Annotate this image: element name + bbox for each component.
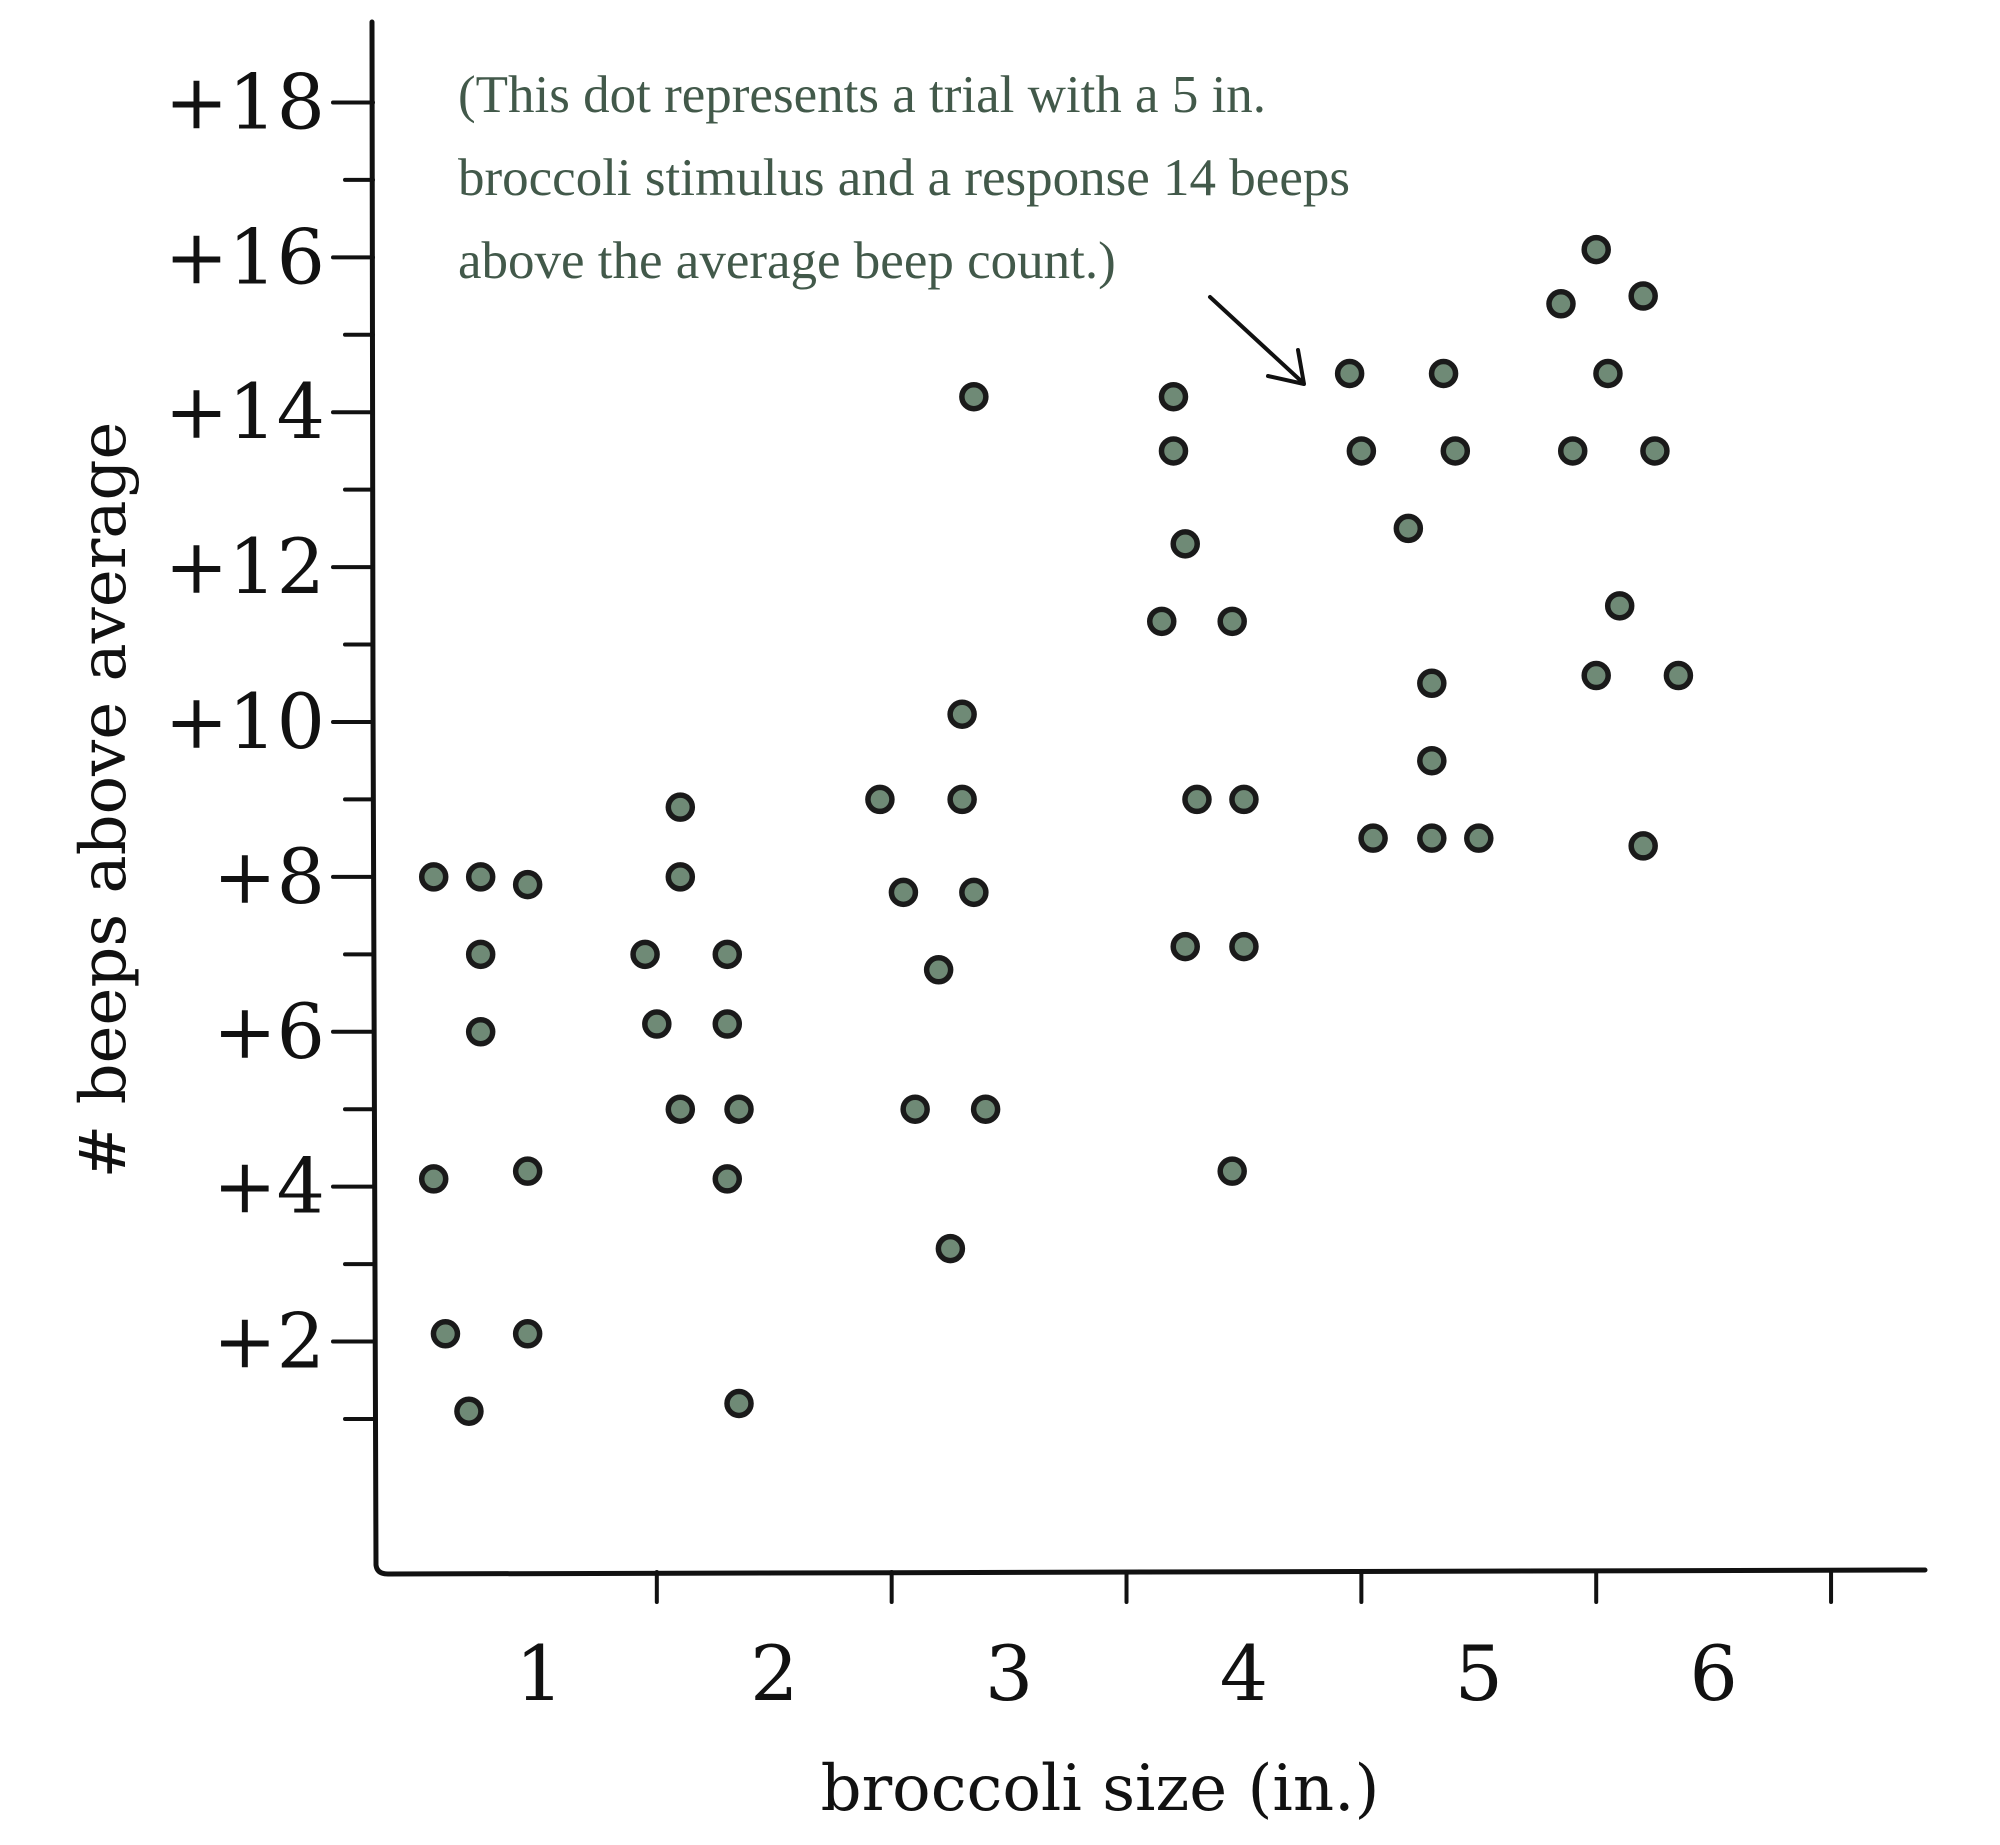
data-point bbox=[1663, 660, 1694, 691]
data-point bbox=[724, 1388, 754, 1419]
data-point bbox=[1417, 823, 1447, 853]
y-tick-label: +12 bbox=[165, 522, 325, 611]
data-point bbox=[1593, 358, 1623, 389]
data-point bbox=[418, 1164, 449, 1194]
data-point bbox=[630, 939, 660, 970]
data-point bbox=[1428, 358, 1459, 389]
data-point bbox=[1581, 660, 1611, 691]
data-point bbox=[724, 1094, 754, 1124]
annotation: (This dot represents a trial with a 5 in… bbox=[458, 66, 1350, 386]
data-point bbox=[1158, 381, 1189, 412]
annotation-line-3: above the average beep count.) bbox=[458, 232, 1116, 290]
data-point bbox=[1393, 513, 1424, 544]
data-point bbox=[418, 862, 449, 892]
data-point bbox=[947, 699, 977, 729]
annotation-arrowhead bbox=[1266, 348, 1306, 386]
data-point bbox=[465, 1017, 496, 1047]
x-tick-label: 6 bbox=[1689, 1629, 1737, 1718]
data-point bbox=[1464, 823, 1494, 853]
data-point bbox=[1346, 436, 1377, 466]
data-point bbox=[1440, 436, 1471, 466]
annotation-line-2: broccoli stimulus and a response 14 beep… bbox=[458, 149, 1350, 207]
data-point bbox=[947, 784, 977, 815]
data-point bbox=[712, 939, 743, 970]
y-tick-label: +4 bbox=[213, 1142, 325, 1231]
data-point bbox=[712, 1009, 743, 1039]
data-point bbox=[512, 1319, 543, 1349]
data-point bbox=[1628, 281, 1658, 311]
data-point bbox=[935, 1233, 966, 1264]
data-point bbox=[1640, 436, 1670, 466]
data-point bbox=[1546, 289, 1576, 319]
data-point bbox=[642, 1009, 672, 1039]
data-point bbox=[1170, 931, 1200, 962]
x-tick-label: 1 bbox=[515, 1629, 563, 1718]
data-point bbox=[512, 869, 543, 900]
data-point bbox=[1170, 529, 1200, 559]
y-tick-label: +10 bbox=[165, 677, 325, 766]
data-point bbox=[1417, 745, 1447, 776]
data-point bbox=[1628, 831, 1658, 861]
data-point bbox=[465, 939, 496, 970]
x-tick-label: 4 bbox=[1220, 1629, 1268, 1718]
data-point bbox=[1217, 1156, 1247, 1186]
y-tick-label: +18 bbox=[165, 57, 325, 146]
data-points bbox=[418, 234, 1694, 1426]
data-point bbox=[900, 1094, 930, 1124]
y-axis-label: # beeps above average bbox=[67, 422, 141, 1179]
data-point bbox=[430, 1319, 461, 1349]
data-point bbox=[970, 1094, 1001, 1124]
data-point bbox=[1229, 931, 1259, 962]
y-axis-ticks: +2 +4 +6 +8 +10 +12 +14 +16 +18 bbox=[165, 57, 375, 1421]
y-axis-line bbox=[369, 19, 1928, 1577]
axes bbox=[369, 19, 1928, 1577]
data-point bbox=[1334, 358, 1365, 389]
x-tick-label: 5 bbox=[1455, 1629, 1503, 1718]
data-point bbox=[1229, 784, 1259, 815]
data-point bbox=[665, 1094, 696, 1124]
data-point bbox=[1557, 436, 1588, 466]
data-point bbox=[512, 1156, 543, 1186]
data-point bbox=[665, 862, 696, 892]
y-tick-label: +2 bbox=[213, 1297, 325, 1386]
y-tick-label: +8 bbox=[213, 832, 325, 921]
x-axis-ticks: 1 2 3 4 5 6 bbox=[515, 1570, 1834, 1718]
data-point bbox=[1158, 436, 1189, 466]
data-point bbox=[923, 955, 954, 985]
data-point bbox=[865, 784, 895, 815]
annotation-arrow bbox=[1208, 295, 1302, 382]
data-point bbox=[1417, 668, 1447, 699]
data-point bbox=[959, 381, 989, 412]
y-tick-label: +16 bbox=[165, 212, 325, 301]
data-point bbox=[465, 862, 496, 892]
data-point bbox=[1581, 234, 1611, 265]
data-point bbox=[1146, 606, 1177, 637]
data-point bbox=[665, 792, 696, 822]
y-tick-label: +14 bbox=[165, 367, 325, 456]
data-point bbox=[1604, 591, 1635, 621]
data-point bbox=[1182, 784, 1212, 815]
x-tick-label: 2 bbox=[750, 1629, 798, 1718]
y-tick-label: +6 bbox=[213, 987, 325, 1076]
data-point bbox=[888, 877, 919, 908]
data-point bbox=[959, 877, 989, 908]
data-point bbox=[1217, 606, 1247, 637]
annotation-line-1: (This dot represents a trial with a 5 in… bbox=[458, 66, 1266, 124]
x-axis-label: broccoli size (in.) bbox=[821, 1752, 1380, 1826]
data-point bbox=[1358, 823, 1388, 853]
data-point bbox=[712, 1164, 743, 1194]
x-tick-label: 3 bbox=[985, 1629, 1033, 1718]
data-point bbox=[454, 1396, 484, 1426]
